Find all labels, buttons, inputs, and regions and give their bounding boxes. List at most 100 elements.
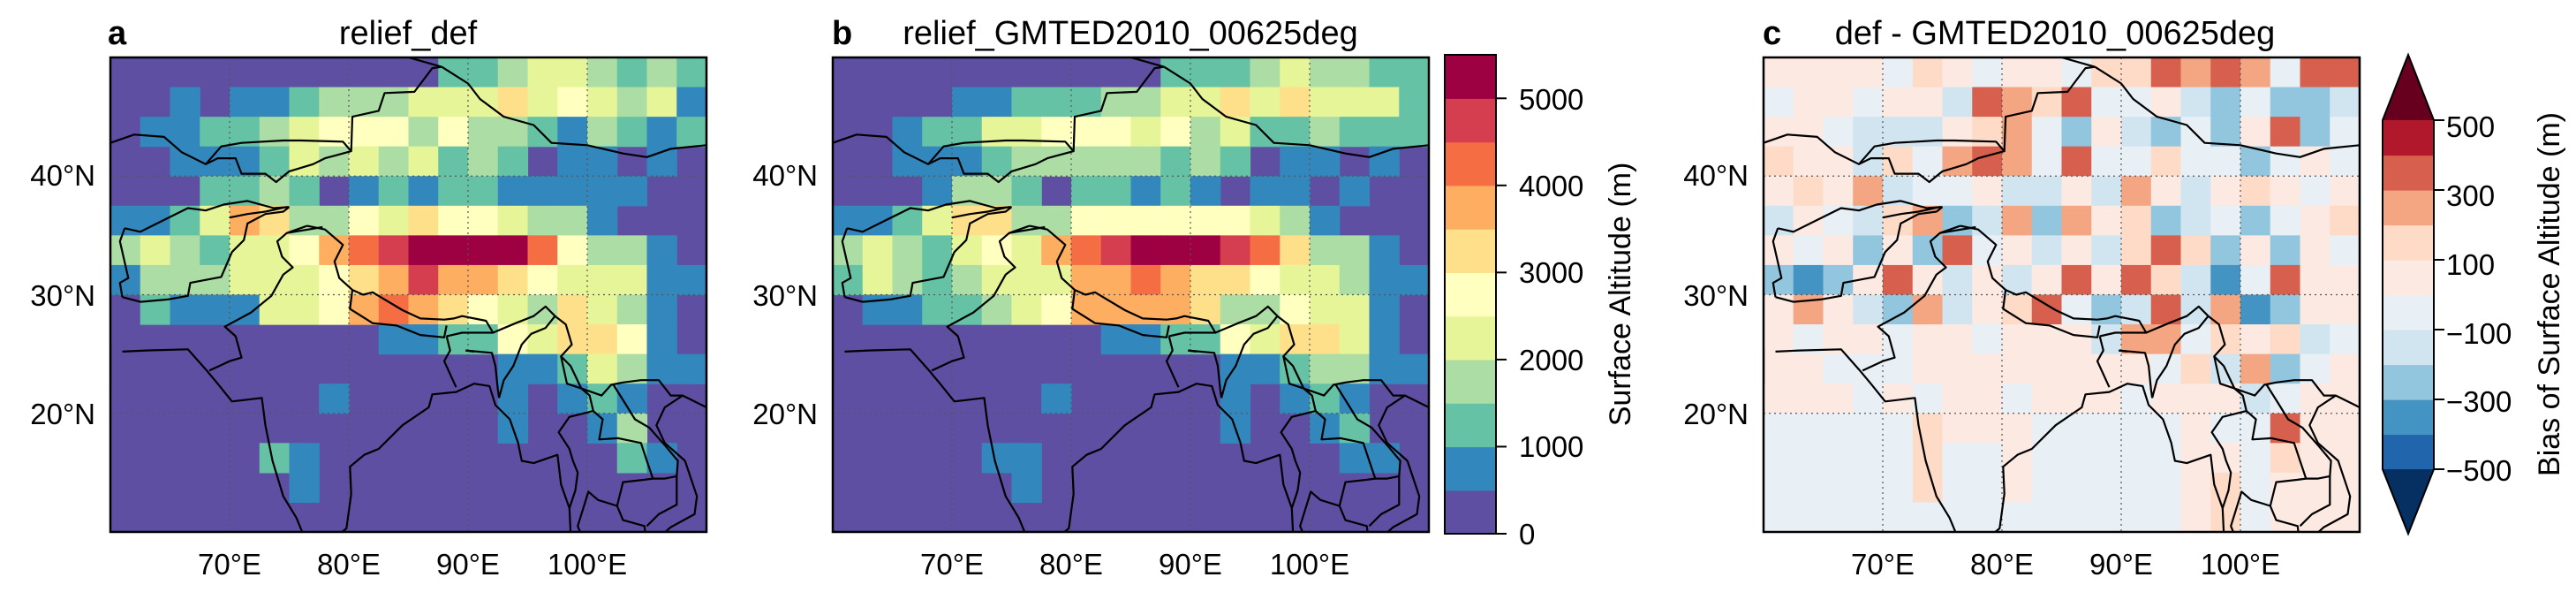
heatmap-cell: [2121, 176, 2152, 207]
heatmap-cell: [587, 205, 618, 236]
heatmap-cell: [587, 324, 618, 355]
heatmap-cell: [1399, 117, 1429, 148]
heatmap-cell: [2240, 264, 2271, 296]
heatmap-cell: [2061, 353, 2092, 384]
heatmap-cell: [1369, 87, 1400, 118]
heatmap-cell: [2300, 324, 2330, 355]
heatmap-cell: [646, 57, 677, 88]
heatmap-cell: [1011, 176, 1042, 207]
panel-a-lon-ticks: 70°E 80°E 90°E 100°E: [198, 548, 627, 581]
heatmap-cell: [1823, 413, 1854, 444]
heatmap-cell: [2061, 472, 2092, 504]
heatmap-cell: [2150, 443, 2182, 474]
heatmap-cell: [1942, 264, 1973, 296]
coastline: [1882, 206, 1941, 219]
heatmap-cell: [676, 117, 706, 148]
heatmap-cell: [1041, 294, 1072, 325]
lon-tick-80: 80°E: [317, 548, 381, 581]
heatmap-cell: [200, 294, 230, 325]
heatmap-cell: [170, 235, 200, 266]
heatmap-cell: [1942, 502, 1973, 532]
heatmap-cell: [1339, 176, 1371, 207]
heatmap-cell: [2240, 294, 2271, 325]
heatmap-cell: [2150, 502, 2182, 532]
heatmap-cell: [2121, 472, 2152, 504]
coastline: [229, 206, 288, 219]
heatmap-cell: [319, 294, 350, 325]
heatmap-cell: [1764, 472, 1794, 504]
coastline: [616, 477, 653, 506]
heatmap-cell: [1912, 87, 1944, 118]
heatmap-cell: [1190, 176, 1221, 207]
heatmap-cell: [1399, 57, 1429, 88]
heatmap-cell: [1011, 264, 1042, 296]
panel-c-lon-ticks: 70°E 80°E 90°E 100°E: [1851, 548, 2280, 581]
cb1-tick-5000: 5000: [1519, 83, 1583, 116]
lon-tick-90: 90°E: [436, 548, 500, 581]
heatmap-cell: [527, 353, 558, 384]
coastline: [122, 206, 291, 303]
heatmap-cell: [1280, 176, 1311, 207]
heatmap-cell: [2121, 235, 2152, 266]
heatmap-cell: [2002, 57, 2033, 88]
colorbar-swatch: [1445, 403, 1496, 448]
heatmap-cell: [2002, 443, 2033, 474]
heatmap-cell: [230, 264, 261, 296]
heatmap-cell: [170, 146, 200, 177]
heatmap-cell: [1369, 443, 1400, 474]
heatmap-cell: [2061, 443, 2092, 474]
heatmap-cell: [2002, 353, 2033, 384]
heatmap-cell: [587, 294, 618, 325]
heatmap-cell: [1250, 205, 1280, 236]
coastline: [2002, 289, 2101, 338]
heatmap-cell: [2150, 264, 2182, 296]
heatmap-cell: [1764, 176, 1794, 207]
heatmap-cell: [289, 117, 320, 148]
heatmap-cell: [1041, 384, 1072, 414]
heatmap-cell: [1011, 87, 1042, 118]
heatmap-cell: [1793, 235, 1824, 266]
heatmap-cell: [2180, 117, 2211, 148]
heatmap-cell: [557, 87, 588, 118]
heatmap-cell: [1853, 502, 1884, 532]
heatmap-cell: [1280, 57, 1311, 88]
heatmap-cell: [2300, 384, 2330, 414]
heatmap-cell: [557, 57, 588, 88]
lon-tick-90: 90°E: [1159, 548, 1222, 581]
heatmap-cell: [2330, 294, 2360, 325]
heatmap-cell: [1339, 235, 1371, 266]
heatmap-cell: [200, 235, 230, 266]
heatmap-cell: [497, 235, 529, 266]
heatmap-cell: [438, 324, 469, 355]
cb1-tick-3000: 3000: [1519, 256, 1583, 289]
colorbar-swatch: [2383, 155, 2434, 191]
heatmap-cell: [1972, 324, 2003, 355]
heatmap-cell: [1220, 205, 1251, 236]
coastline: [349, 289, 448, 338]
heatmap-cell: [1160, 57, 1191, 88]
heatmap-cell: [1071, 146, 1102, 177]
lon-tick-70: 70°E: [1851, 548, 1915, 581]
coastline: [286, 225, 323, 234]
heatmap-cell: [2180, 235, 2211, 266]
heatmap-cell: [408, 146, 439, 177]
heatmap-cell: [1853, 57, 1884, 88]
heatmap-cell: [2061, 502, 2092, 532]
panel-c-title: def - GMTED2010_00625deg: [1835, 15, 2276, 52]
heatmap-cell: [1011, 235, 1042, 266]
heatmap-cell: [1853, 324, 1884, 355]
cb1-tick-4000: 4000: [1519, 170, 1583, 202]
heatmap-cell: [1190, 117, 1221, 148]
heatmap-cell: [922, 294, 953, 325]
heatmap-cell: [1764, 353, 1794, 384]
heatmap-cell: [1793, 205, 1824, 236]
colorbar-swatch: [1445, 315, 1496, 361]
heatmap-cell: [1823, 235, 1854, 266]
heatmap-cell: [1250, 235, 1280, 266]
heatmap-cell: [1823, 472, 1854, 504]
heatmap-cell: [170, 205, 200, 236]
heatmap-cell: [1942, 384, 1973, 414]
heatmap-cell: [468, 57, 499, 88]
heatmap-cell: [1764, 117, 1794, 148]
lat-tick-20: 20°N: [1683, 398, 1749, 430]
